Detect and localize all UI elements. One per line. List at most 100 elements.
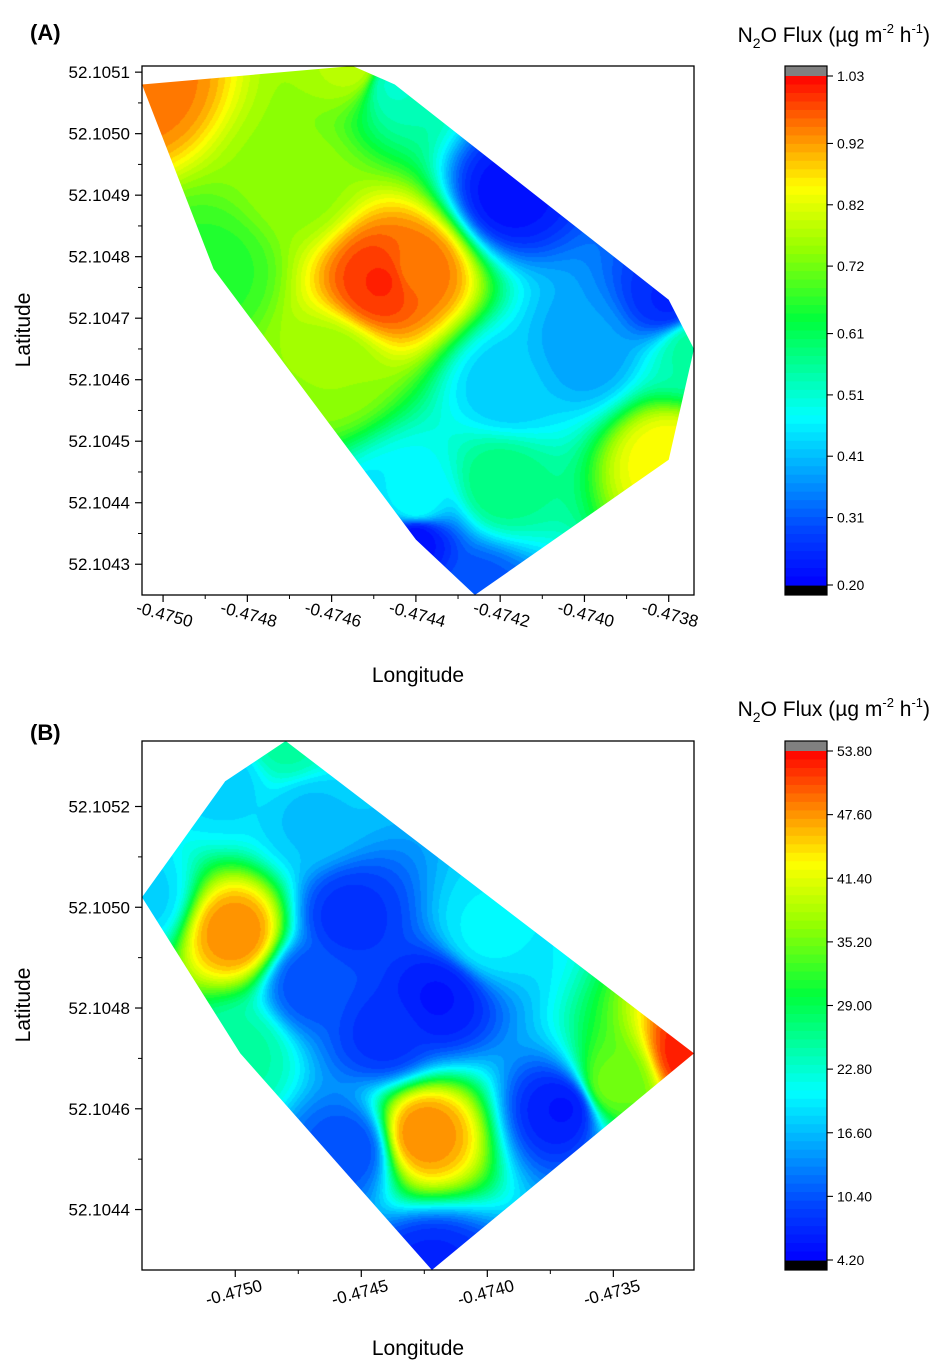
colorbar-band xyxy=(785,372,827,382)
colorbar-band xyxy=(785,963,827,973)
x-tick-label: -0.4742 xyxy=(471,598,532,631)
colorbar-band xyxy=(785,801,827,811)
colorbar-tick-label: 0.92 xyxy=(837,135,864,151)
colorbar-band xyxy=(785,432,827,442)
colorbar-band xyxy=(785,534,827,544)
y-tick-label: 52.1050 xyxy=(69,898,130,917)
colorbar-band xyxy=(785,508,827,518)
colorbar-band xyxy=(785,364,827,374)
colorbar-tick-label: 16.60 xyxy=(837,1125,872,1141)
x-tick-label: -0.4740 xyxy=(556,598,617,631)
colorbar-band xyxy=(785,988,827,998)
colorbar-band xyxy=(785,793,827,803)
x-tick-label: -0.4750 xyxy=(134,598,195,631)
colorbar-band xyxy=(785,440,827,450)
colorbar-tick-label: 53.80 xyxy=(837,743,872,759)
colorbar-under-cap xyxy=(785,1260,827,1270)
colorbar-band xyxy=(785,406,827,416)
colorbar-band xyxy=(785,279,827,289)
colorbar-band xyxy=(785,220,827,230)
colorbar-band xyxy=(785,500,827,510)
y-tick-label: 52.1051 xyxy=(69,63,130,82)
colorbar-band xyxy=(785,1141,827,1151)
colorbar-tick-label: 0.82 xyxy=(837,197,864,213)
colorbar-band xyxy=(785,903,827,913)
colorbar-band xyxy=(785,980,827,990)
colorbar-band xyxy=(785,237,827,247)
colorbar-band xyxy=(785,203,827,213)
colorbar-band xyxy=(785,1073,827,1083)
colorbar-band xyxy=(785,997,827,1007)
y-tick-label: 52.1048 xyxy=(69,999,130,1018)
colorbar-band xyxy=(785,245,827,255)
colorbar-band xyxy=(785,1200,827,1210)
colorbar-band xyxy=(785,169,827,179)
colorbar-band xyxy=(785,1107,827,1117)
colorbar-tick-label: 0.41 xyxy=(837,448,864,464)
colorbar-band xyxy=(785,160,827,170)
colorbar-tick-label: 41.40 xyxy=(837,870,872,886)
colorbar-band xyxy=(785,1047,827,1057)
colorbar-tick-label: 0.72 xyxy=(837,258,864,274)
panel-b-colorbar-title: N2O Flux (µg m-2 h-1) xyxy=(738,695,930,725)
x-tick-label: -0.4750 xyxy=(204,1276,265,1309)
colorbar-tick-label: 0.51 xyxy=(837,387,864,403)
panel-a-y-ticks: 52.1051 52.1050 52.1049 52.1048 52.1047 52.10… xyxy=(69,63,142,574)
colorbar-band xyxy=(785,483,827,493)
panel-a-y-axis-title: Latitude xyxy=(12,293,35,368)
colorbar-band xyxy=(785,474,827,484)
panel-a-x-ticks: -0.4750 -0.4748 -0.4746 -0.4744 -0.4742 -0.47… xyxy=(134,595,700,631)
colorbar-band xyxy=(785,1115,827,1125)
colorbar-band xyxy=(785,194,827,204)
colorbar-band xyxy=(785,912,827,922)
y-tick-label: 52.1046 xyxy=(69,371,130,390)
colorbar-band xyxy=(785,1081,827,1091)
colorbar-band xyxy=(785,1056,827,1066)
panel-b-colorbar-scale xyxy=(784,740,828,1271)
colorbar-band xyxy=(785,810,827,820)
colorbar-band xyxy=(785,559,827,569)
colorbar-tick-label: 0.31 xyxy=(837,510,864,526)
colorbar-band xyxy=(785,937,827,947)
colorbar-band xyxy=(785,389,827,399)
colorbar-band xyxy=(785,101,827,111)
x-tick-label: -0.4738 xyxy=(640,598,701,631)
y-tick-label: 52.1048 xyxy=(69,248,130,267)
panel-a-contour-image xyxy=(142,66,694,595)
colorbar-band xyxy=(785,338,827,349)
colorbar-band xyxy=(785,296,827,306)
y-tick-label: 52.1049 xyxy=(69,186,130,205)
colorbar-band xyxy=(785,517,827,527)
colorbar-band xyxy=(785,262,827,272)
colorbar-band xyxy=(785,971,827,981)
x-tick-label: -0.4746 xyxy=(303,598,364,631)
colorbar-band xyxy=(785,542,827,552)
panel-a-contour-field xyxy=(142,66,694,595)
colorbar-band xyxy=(785,109,827,120)
colorbar-band xyxy=(785,152,827,162)
colorbar-under-cap xyxy=(785,585,827,595)
colorbar-band xyxy=(785,551,827,561)
colorbar-band xyxy=(785,126,827,136)
colorbar-band xyxy=(785,1149,827,1159)
panel-a-frame xyxy=(141,65,695,596)
colorbar-band xyxy=(785,322,827,332)
panel-b-y-ticks: 52.1052 52.1050 52.1048 52.1046 52.1044 xyxy=(69,797,142,1220)
colorbar-band xyxy=(785,852,827,862)
colorbar-band xyxy=(785,1192,827,1202)
panel-b-label: (B) xyxy=(30,720,61,745)
colorbar-over-cap xyxy=(785,66,827,76)
colorbar-band xyxy=(785,1090,827,1100)
colorbar-tick-label: 4.20 xyxy=(837,1252,864,1268)
panel-a-label: (A) xyxy=(30,20,61,45)
panel-a-colorbar: N2O Flux (µg m-2 h-1) 1.03 0.92 0.82 0.72 0.… xyxy=(738,21,930,596)
colorbar-band xyxy=(785,1039,827,1049)
colorbar-frame xyxy=(784,65,828,596)
colorbar-band xyxy=(785,929,827,939)
colorbar-band xyxy=(785,186,827,196)
colorbar-band xyxy=(785,92,827,103)
colorbar-band xyxy=(785,1251,827,1261)
colorbar-band xyxy=(785,288,827,298)
colorbar-band xyxy=(785,305,827,315)
